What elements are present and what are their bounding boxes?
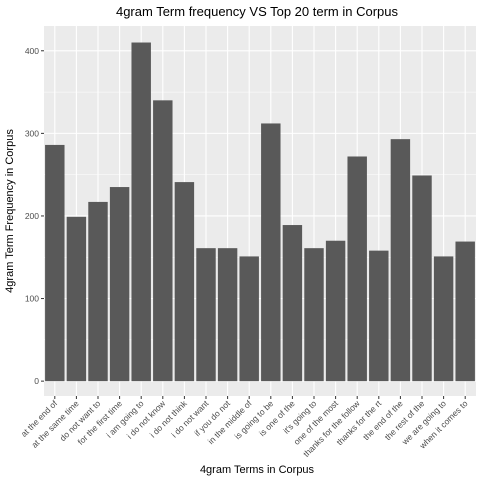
- plot-panel: [44, 26, 476, 396]
- bar: [391, 139, 410, 381]
- y-axis: 0 100 200 300 400: [25, 46, 44, 386]
- bar: [369, 251, 388, 381]
- y-tick-label: 300: [25, 128, 39, 138]
- bar: [88, 202, 107, 381]
- bar: [153, 100, 172, 381]
- y-tick-label: 400: [25, 46, 39, 56]
- bar: [131, 43, 150, 382]
- bar: [347, 156, 366, 381]
- y-axis-title: 4gram Term Frequency in Corpus: [4, 129, 16, 293]
- y-tick-label: 0: [34, 376, 39, 386]
- bar: [110, 187, 129, 381]
- bar: [412, 175, 431, 381]
- y-tick-label: 200: [25, 211, 39, 221]
- bar: [218, 248, 237, 381]
- x-axis-title: 4gram Terms in Corpus: [200, 464, 315, 476]
- bar: [304, 248, 323, 381]
- bar: [455, 242, 474, 382]
- chart-title: 4gram Term frequency VS Top 20 term in C…: [116, 4, 399, 19]
- bar: [45, 145, 64, 381]
- bar: [261, 123, 280, 381]
- bar: [175, 182, 194, 381]
- bar: [283, 225, 302, 381]
- bar: [239, 256, 258, 381]
- bar: [434, 256, 453, 381]
- bar: [326, 241, 345, 381]
- bar: [196, 248, 215, 381]
- bar: [67, 217, 86, 381]
- y-tick-label: 100: [25, 294, 39, 304]
